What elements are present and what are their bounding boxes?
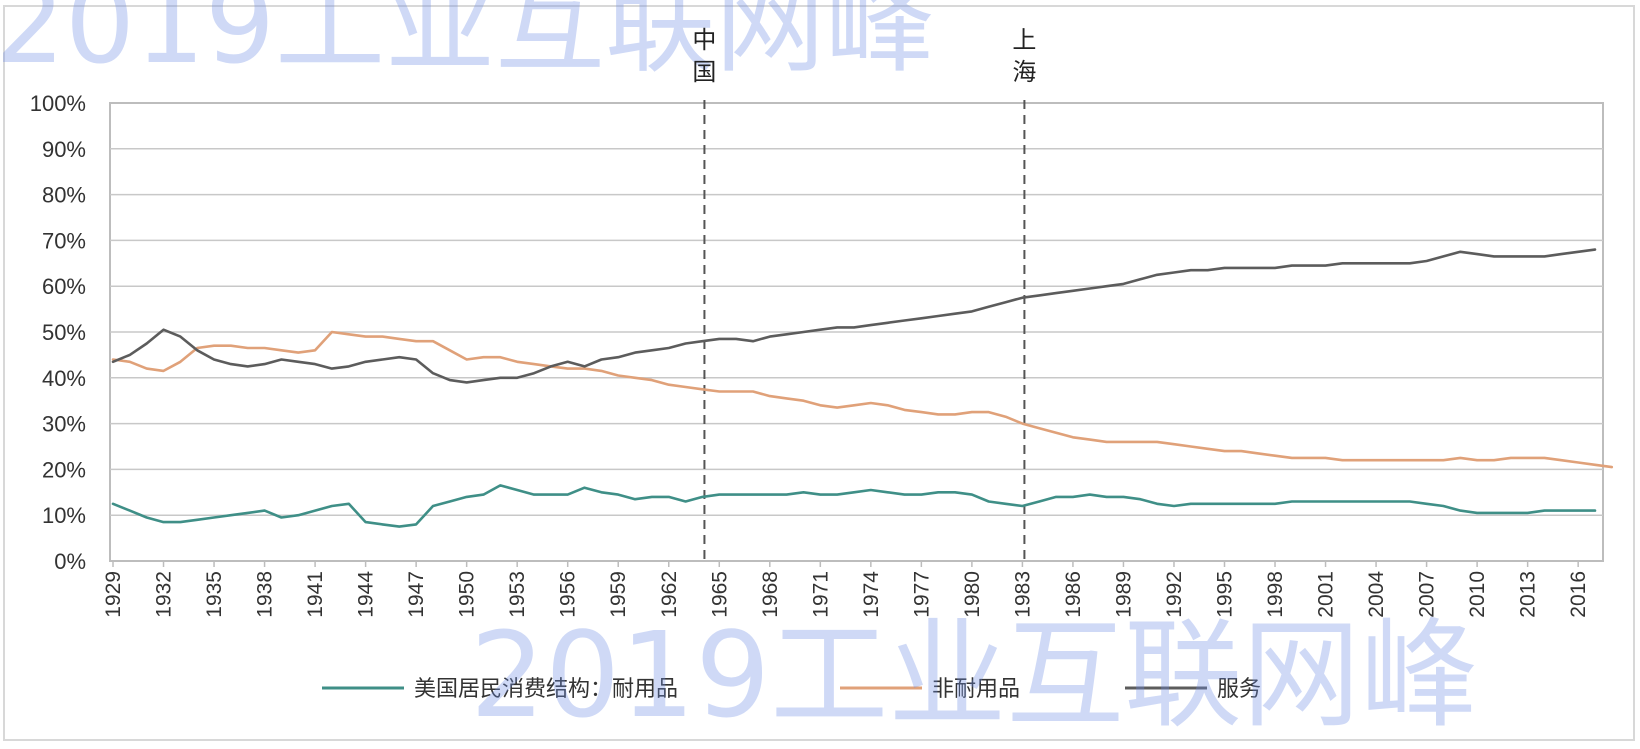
x-tick-label: 1929 (102, 571, 125, 618)
x-tick-label: 1953 (506, 571, 529, 618)
x-tick-label: 1998 (1264, 571, 1287, 618)
y-tick-label: 60% (42, 274, 86, 299)
legend-label: 非耐用品 (932, 677, 1020, 702)
y-tick-label: 40% (42, 366, 86, 391)
y-tick-label: 80% (42, 183, 86, 208)
gridlines (110, 148, 1603, 516)
x-tick-label: 1989 (1112, 571, 1135, 618)
watermark-bottom: 2019工业互联网峰 (470, 606, 1478, 744)
x-tick-label: 2007 (1416, 571, 1439, 618)
x-tick-label: 1986 (1062, 571, 1085, 618)
series-line-3 (111, 248, 1597, 384)
y-tick-label: 90% (42, 137, 86, 162)
x-tick-label: 2001 (1315, 571, 1338, 618)
legend-label: 服务 (1217, 677, 1261, 702)
x-tick-label: 1941 (304, 571, 327, 618)
x-tick-label: 1962 (658, 571, 681, 618)
x-tick-label: 1965 (708, 571, 731, 618)
legend: 美国居民消费结构：耐用品 非耐用品 服务 (322, 677, 1261, 702)
annotation-label: 上海 (1012, 26, 1036, 86)
y-axis-ticks: 0% 10% 20% 30% 40% 50% 60% 70% 80% 90% 100% (30, 91, 86, 574)
x-tick-label: 1983 (1011, 571, 1034, 618)
x-tick-label: 1995 (1214, 571, 1237, 618)
series-line-2 (111, 330, 1614, 469)
x-tick-label: 2013 (1517, 571, 1540, 618)
x-axis-ticks: 1929 1932 1935 1938 1941 1944 1947 1950 1953 1956… (102, 561, 1590, 618)
chart-frame (3, 5, 1635, 741)
y-tick-label: 70% (42, 228, 86, 253)
x-tick-label: 2016 (1567, 571, 1590, 618)
x-tick-label: 1956 (557, 571, 580, 618)
x-tick-label: 2010 (1466, 571, 1489, 618)
x-tick-label: 1938 (254, 571, 277, 618)
annotations: 中国 上海 (692, 26, 1036, 561)
x-tick-label: 1977 (910, 571, 933, 618)
x-tick-label: 2004 (1365, 571, 1388, 618)
series-lines (111, 248, 1614, 528)
x-tick-label: 1992 (1163, 571, 1186, 618)
y-tick-label: 50% (42, 320, 86, 345)
x-tick-label: 1959 (607, 571, 630, 618)
y-tick-label: 100% (30, 91, 86, 116)
x-tick-label: 1944 (355, 571, 378, 618)
y-tick-label: 10% (42, 503, 86, 528)
watermark-top: 2019工业互联网峰 (0, 0, 935, 88)
x-tick-label: 1932 (153, 571, 176, 618)
x-tick-label: 1971 (809, 571, 832, 618)
x-tick-label: 1935 (203, 571, 226, 618)
x-tick-label: 1974 (860, 571, 883, 618)
x-tick-label: 1950 (456, 571, 479, 618)
x-tick-label: 1968 (759, 571, 782, 618)
x-tick-label: 1980 (961, 571, 984, 618)
annotation-label: 中国 (692, 26, 716, 86)
y-tick-label: 0% (54, 549, 86, 574)
y-tick-label: 30% (42, 412, 86, 437)
series-line-1 (111, 484, 1597, 528)
legend-label: 美国居民消费结构：耐用品 (414, 677, 678, 702)
x-tick-label: 1947 (405, 571, 428, 618)
y-tick-label: 20% (42, 457, 86, 482)
